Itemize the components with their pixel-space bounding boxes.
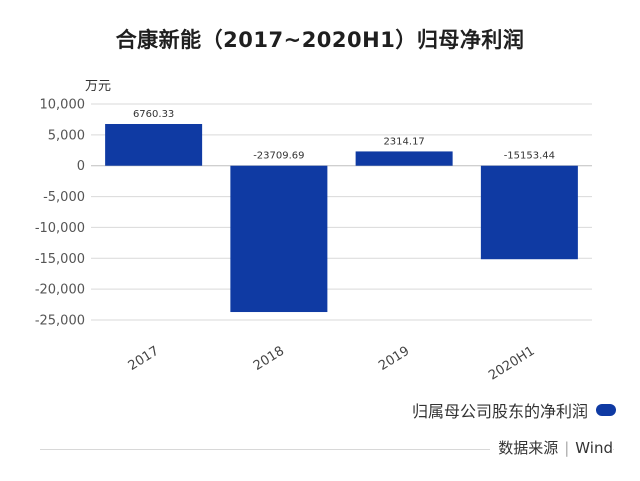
bar bbox=[105, 123, 203, 166]
data-label: 6760.33 bbox=[133, 109, 174, 120]
y-tick-label: -20,000 bbox=[35, 283, 85, 298]
y-tick-label: 10,000 bbox=[40, 98, 86, 113]
x-tick-label: 2019 bbox=[376, 344, 412, 374]
x-tick-label: 2020H1 bbox=[486, 344, 537, 384]
bar bbox=[230, 165, 328, 313]
y-tick-label: 5,000 bbox=[48, 128, 85, 143]
source-value: Wind bbox=[575, 439, 613, 457]
bar bbox=[480, 165, 578, 260]
source-label: 数据来源 bbox=[498, 439, 559, 457]
y-tick-label: -15,000 bbox=[35, 252, 85, 267]
source-text: 数据来源 | Wind bbox=[490, 437, 613, 458]
data-label: -23709.69 bbox=[253, 151, 304, 162]
legend-label: 归属母公司股东的净利润 bbox=[411, 402, 588, 421]
bar bbox=[355, 151, 453, 166]
y-axis-unit-label: 万元 bbox=[85, 79, 112, 94]
chart-title: 合康新能（2017~2020H1）归母净利润 bbox=[115, 28, 525, 52]
data-label: -15153.44 bbox=[504, 151, 555, 162]
x-tick-label: 2017 bbox=[126, 344, 162, 374]
y-tick-label: -25,000 bbox=[35, 314, 85, 329]
legend: 归属母公司股东的净利润 bbox=[412, 398, 616, 422]
source-divider bbox=[40, 449, 614, 450]
legend-swatch bbox=[596, 404, 616, 416]
y-tick-label: -10,000 bbox=[35, 221, 85, 236]
data-label: 2314.17 bbox=[383, 136, 424, 147]
y-tick-label: -5,000 bbox=[43, 190, 85, 205]
y-tick-label: 0 bbox=[77, 159, 85, 174]
x-tick-label: 2018 bbox=[251, 344, 287, 374]
source-separator: | bbox=[564, 439, 570, 457]
